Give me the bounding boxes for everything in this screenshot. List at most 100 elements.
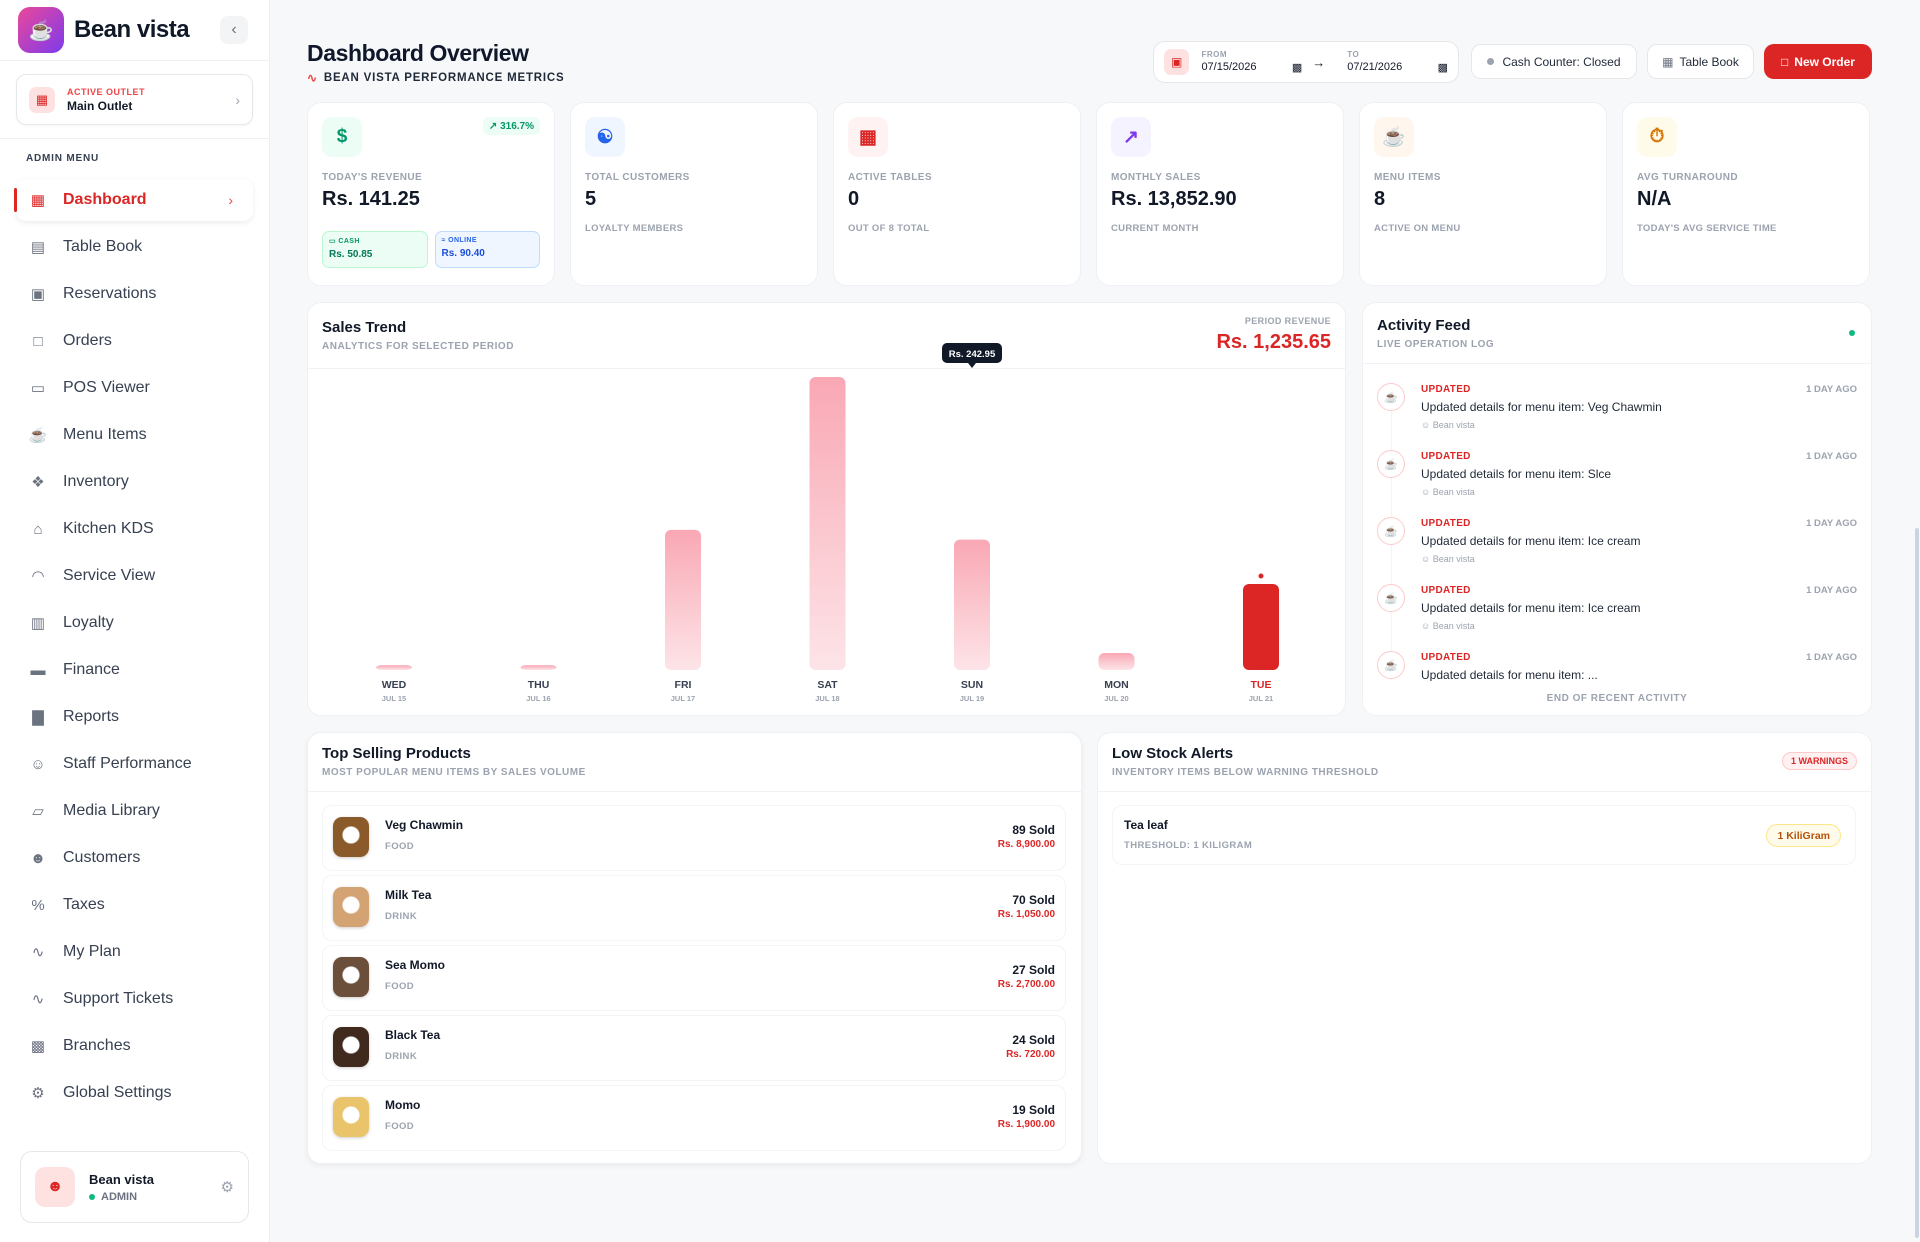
activity-list[interactable]: ☕ UPDATED 1 DAY AGO Updated details for men… — [1377, 383, 1857, 681]
divider — [1098, 791, 1871, 792]
product-list: Veg Chawmin FOOD 89 Sold Rs. 8,900.00 Milk T… — [322, 805, 1066, 1155]
product-row[interactable]: Sea Momo FOOD 27 Sold Rs. 2,700.00 — [322, 945, 1066, 1011]
sidebar-item-menu-items[interactable]: ☕ Menu Items — [16, 414, 253, 456]
sidebar-item-customers[interactable]: ☻ Customers — [16, 837, 253, 879]
outlet-selector[interactable]: ▦ ACTIVE OUTLET Main Outlet › — [16, 74, 253, 125]
users-icon: ☯ — [585, 117, 625, 157]
bar-sat[interactable] — [809, 377, 846, 670]
wifi-icon: ≈ — [441, 237, 449, 244]
user-card[interactable]: ☻ Bean vista ADMIN ⚙ — [20, 1151, 249, 1223]
sidebar-item-service-view[interactable]: ◠ Service View — [16, 555, 253, 597]
product-row[interactable]: Momo FOOD 19 Sold Rs. 1,900.00 — [322, 1085, 1066, 1151]
sidebar-item-reservations[interactable]: ▣ Reservations — [16, 273, 253, 315]
period-revenue-label: PERIOD REVENUE — [1244, 316, 1331, 326]
sales-trend-chart: WED JUL 15 THU JUL 16 FRI JUL 17 SAT JUL 18 SUN J… — [376, 343, 1279, 703]
page-subtitle: ∿ BEAN VISTA PERFORMANCE METRICS — [307, 71, 564, 85]
x-tick-date: JUL 16 — [526, 694, 550, 703]
sidebar-item-global-settings[interactable]: ⚙ Global Settings — [16, 1072, 253, 1114]
bar-fri[interactable] — [665, 529, 701, 670]
sidebar-item-label: Reports — [63, 708, 120, 725]
sidebar-item-kitchen-kds[interactable]: ⌂ Kitchen KDS — [16, 508, 253, 550]
product-category: DRINK — [385, 911, 418, 922]
product-row[interactable]: Milk Tea DRINK 70 Sold Rs. 1,050.00 — [322, 875, 1066, 941]
table-book-button[interactable]: ▦ Table Book — [1647, 44, 1754, 79]
sidebar-item-taxes[interactable]: % Taxes — [16, 884, 253, 926]
new-order-button[interactable]: □ New Order — [1764, 44, 1872, 79]
product-thumbnail — [333, 887, 369, 927]
page-scrollbar[interactable] — [1914, 0, 1920, 1242]
tooltip-box — [942, 343, 1002, 363]
sidebar-item-branches[interactable]: ▩ Branches — [16, 1025, 253, 1067]
bar-wed[interactable] — [376, 665, 412, 670]
sidebar-item-staff-performance[interactable]: ☺ Staff Performance — [16, 743, 253, 785]
product-row[interactable]: Black Tea DRINK 24 Sold Rs. 720.00 — [322, 1015, 1066, 1081]
stock-alert-item[interactable]: Tea leaf THRESHOLD: 1 KILIGRAM 1 KiliGra… — [1112, 805, 1856, 865]
x-tick-date: JUL 20 — [1104, 694, 1128, 703]
monitor-icon: ▭ — [30, 380, 46, 397]
kpi-value: 8 — [1374, 188, 1386, 210]
sidebar-item-support-tickets[interactable]: ∿ Support Tickets — [16, 978, 253, 1020]
x-tick-date: JUL 17 — [671, 694, 695, 703]
panel-subtitle: LIVE OPERATION LOG — [1377, 339, 1495, 350]
sidebar-item-label: Customers — [63, 849, 141, 866]
from-date-value[interactable]: 07/15/2026 — [1201, 61, 1257, 73]
product-row[interactable]: Veg Chawmin FOOD 89 Sold Rs. 8,900.00 — [322, 805, 1066, 871]
sidebar-item-label: Support Tickets — [63, 990, 174, 1007]
user-name: Bean vista — [89, 1171, 155, 1187]
sales-trend-panel: Sales Trend ANALYTICS FOR SELECTED PERIO… — [307, 302, 1346, 716]
bar-mon[interactable] — [1098, 652, 1135, 670]
to-date-field[interactable]: TO 07/21/2026 ▩ — [1347, 50, 1448, 74]
sidebar-item-dashboard[interactable]: ▦ Dashboard › — [14, 179, 253, 221]
bar-sun[interactable] — [954, 539, 990, 670]
sidebar-item-loyalty[interactable]: ▥ Loyalty — [16, 602, 253, 644]
product-name: Veg Chawmin — [385, 818, 464, 832]
tooltip-value: Rs. 242.95 — [949, 349, 996, 360]
bar-thu[interactable] — [520, 665, 557, 670]
coffee-cup-icon: ☕ — [1377, 450, 1405, 478]
bar-tue[interactable] — [1243, 583, 1279, 670]
product-revenue: Rs. 8,900.00 — [997, 839, 1055, 850]
collapse-sidebar-button[interactable]: ‹ — [220, 16, 248, 44]
activity-tag: UPDATED — [1421, 518, 1471, 529]
grid-icon: ▦ — [30, 192, 46, 209]
activity-user-name: Bean vista — [1432, 487, 1475, 497]
from-date-field[interactable]: FROM 07/15/2026 ▩ — [1201, 50, 1302, 74]
page-subtitle-text: BEAN VISTA PERFORMANCE METRICS — [323, 72, 565, 84]
today-marker-dot — [1258, 573, 1264, 579]
product-category: FOOD — [385, 1121, 415, 1132]
kpi-label: MENU ITEMS — [1374, 172, 1441, 183]
calendar-icon: ▣ — [30, 286, 46, 303]
brand[interactable]: ☕ Bean vista — [18, 7, 190, 53]
calendar-picker-icon[interactable]: ▩ — [1291, 62, 1303, 74]
sidebar-item-table-book[interactable]: ▤ Table Book — [16, 226, 253, 268]
calendar-picker-icon[interactable]: ▩ — [1437, 62, 1448, 74]
sidebar-item-orders[interactable]: □ Orders — [16, 320, 253, 362]
product-revenue: Rs. 2,700.00 — [997, 979, 1055, 990]
sidebar-item-my-plan[interactable]: ∿ My Plan — [16, 931, 253, 973]
activity-item: ☕ UPDATED 1 DAY AGO Updated details for men… — [1377, 584, 1857, 651]
grid-icon: ▦ — [1662, 54, 1674, 69]
sidebar-item-inventory[interactable]: ❖ Inventory — [16, 461, 253, 503]
product-thumbnail — [333, 817, 369, 857]
chevron-left-icon: ‹ — [231, 21, 237, 38]
cash-breakdown: ▭ CASH Rs. 50.85 — [322, 231, 428, 268]
user-role: ADMIN — [89, 1191, 154, 1203]
kpi-sub: ACTIVE ON MENU — [1374, 223, 1461, 234]
x-tick-label: THU — [528, 679, 550, 691]
stopwatch-icon: ⏱ — [1637, 117, 1677, 157]
sidebar-item-pos-viewer[interactable]: ▭ POS Viewer — [16, 367, 253, 409]
gear-icon[interactable]: ⚙ — [220, 1179, 234, 1196]
user-icon: ☺ — [1421, 621, 1433, 631]
scrollbar-thumb[interactable] — [1915, 528, 1919, 1238]
sidebar-item-media-library[interactable]: ▱ Media Library — [16, 790, 253, 832]
sidebar-item-reports[interactable]: ▇ Reports — [16, 696, 253, 738]
pulse-icon: ∿ — [31, 991, 45, 1008]
sidebar-item-finance[interactable]: ▬ Finance — [16, 649, 253, 691]
kpi-label: ACTIVE TABLES — [848, 172, 932, 183]
divider — [0, 60, 270, 61]
activity-text: Updated details for menu item: ... — [1421, 668, 1598, 681]
cash-counter-button[interactable]: Cash Counter: Closed — [1471, 44, 1637, 79]
x-tick-date: JUL 18 — [815, 694, 839, 703]
to-date-value[interactable]: 07/21/2026 — [1347, 61, 1403, 73]
x-tick-label: TUE — [1251, 679, 1272, 691]
